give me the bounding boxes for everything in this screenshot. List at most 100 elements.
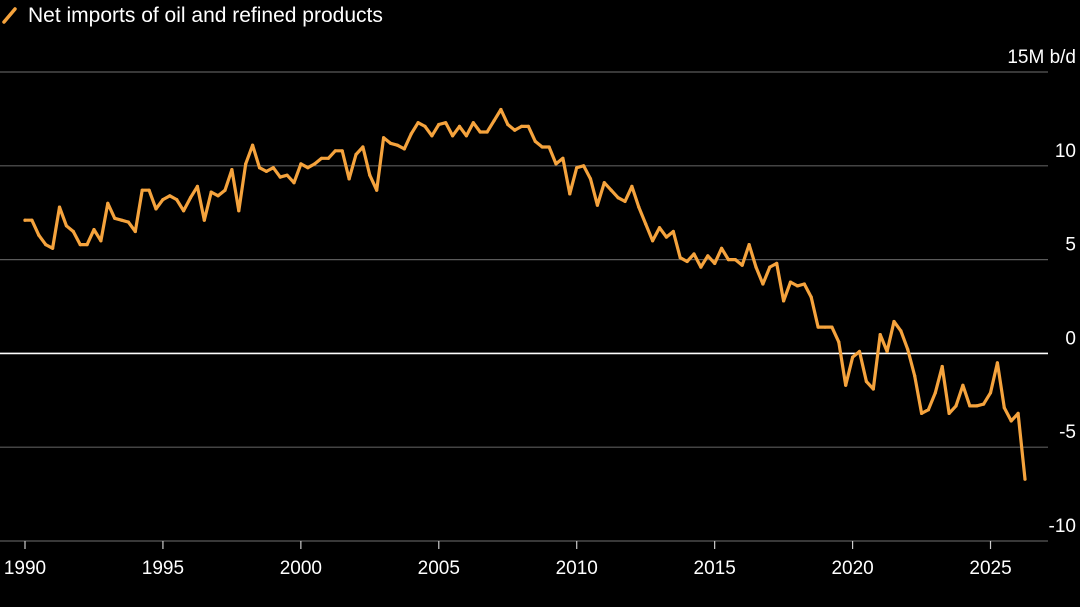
- x-tick-label: 2005: [418, 558, 460, 579]
- y-tick-labels: 15M b/d 10 5 0 -5 -10: [1007, 47, 1076, 537]
- x-tick-label: 2010: [556, 558, 598, 579]
- data-point: [271, 166, 275, 170]
- x-tick-label: 1990: [4, 558, 46, 579]
- data-point: [809, 295, 813, 299]
- data-point: [740, 263, 744, 267]
- data-point: [251, 143, 255, 147]
- data-point: [168, 194, 172, 198]
- data-point: [637, 205, 641, 209]
- data-point: [892, 319, 896, 324]
- data-point: [51, 246, 55, 250]
- data-point: [513, 128, 517, 132]
- data-point: [830, 325, 834, 329]
- data-point: [954, 404, 958, 408]
- data-point: [430, 134, 434, 138]
- data-point: [361, 145, 365, 149]
- data-point: [788, 280, 793, 284]
- data-point: [823, 325, 827, 329]
- data-point: [451, 134, 455, 138]
- data-point: [464, 134, 468, 138]
- data-point: [347, 177, 351, 181]
- data-point: [126, 220, 130, 224]
- series-line: [23, 107, 1027, 481]
- data-point: [602, 181, 606, 185]
- data-point: [575, 166, 579, 170]
- data-point: [616, 196, 620, 200]
- data-point: [533, 139, 537, 143]
- data-point: [113, 216, 117, 220]
- data-point: [982, 402, 986, 406]
- data-point: [802, 282, 806, 286]
- data-point: [630, 184, 634, 188]
- data-point: [237, 209, 241, 213]
- data-point: [885, 349, 889, 354]
- data-point: [416, 121, 420, 125]
- data-point: [961, 383, 965, 387]
- data-point: [699, 265, 703, 269]
- data-point: [975, 404, 979, 408]
- data-point: [561, 156, 565, 160]
- data-point: [423, 124, 427, 128]
- data-point: [568, 192, 572, 196]
- data-point: [651, 239, 655, 243]
- data-point: [664, 235, 669, 239]
- data-point: [520, 124, 524, 128]
- data-point: [320, 156, 324, 160]
- data-point: [44, 243, 48, 247]
- data-point: [195, 184, 199, 188]
- data-point: [306, 166, 310, 170]
- data-point: [292, 181, 296, 185]
- data-point: [988, 391, 993, 395]
- data-point: [775, 261, 779, 265]
- data-point: [540, 145, 544, 149]
- data-point: [388, 141, 393, 145]
- data-point: [23, 218, 27, 222]
- data-point: [644, 222, 648, 226]
- data-point: [223, 188, 227, 192]
- data-point: [547, 145, 551, 149]
- data-point: [623, 199, 627, 203]
- data-point: [1023, 477, 1027, 481]
- data-point: [209, 190, 213, 194]
- data-point: [947, 411, 951, 415]
- data-point: [933, 391, 937, 395]
- y-tick-label: 0: [1065, 328, 1076, 349]
- data-point: [733, 258, 737, 262]
- data-point: [726, 258, 731, 262]
- data-point: [313, 162, 317, 166]
- data-point: [216, 194, 220, 198]
- data-point: [713, 261, 717, 265]
- data-point: [57, 205, 62, 209]
- data-point: [678, 256, 682, 260]
- data-point: [864, 379, 869, 384]
- data-point: [685, 259, 689, 264]
- data-point: [878, 333, 882, 337]
- data-point: [147, 188, 151, 192]
- data-point: [92, 228, 96, 232]
- data-point: [554, 162, 558, 166]
- data-point: [913, 374, 917, 378]
- data-point: [264, 169, 268, 173]
- series-layer: [23, 107, 1027, 481]
- data-point: [706, 254, 710, 258]
- data-point: [161, 198, 165, 202]
- data-point: [333, 149, 337, 153]
- data-point: [485, 130, 489, 134]
- data-point: [368, 173, 372, 177]
- data-point: [188, 196, 193, 200]
- x-axis: 1990 1995 2000 2005 2010 2015 2020 2025: [0, 540, 1048, 579]
- data-point: [968, 404, 972, 408]
- data-point: [85, 243, 89, 247]
- data-point: [182, 209, 186, 213]
- data-point: [106, 201, 110, 205]
- data-point: [526, 124, 531, 128]
- data-point: [354, 152, 358, 157]
- x-tick-label: 2000: [280, 558, 322, 579]
- data-point: [1009, 419, 1013, 423]
- legend: Net imports of oil and refined products: [2, 4, 383, 27]
- data-point: [285, 173, 289, 177]
- data-point: [920, 411, 924, 415]
- data-point: [851, 355, 855, 359]
- data-point: [99, 239, 103, 243]
